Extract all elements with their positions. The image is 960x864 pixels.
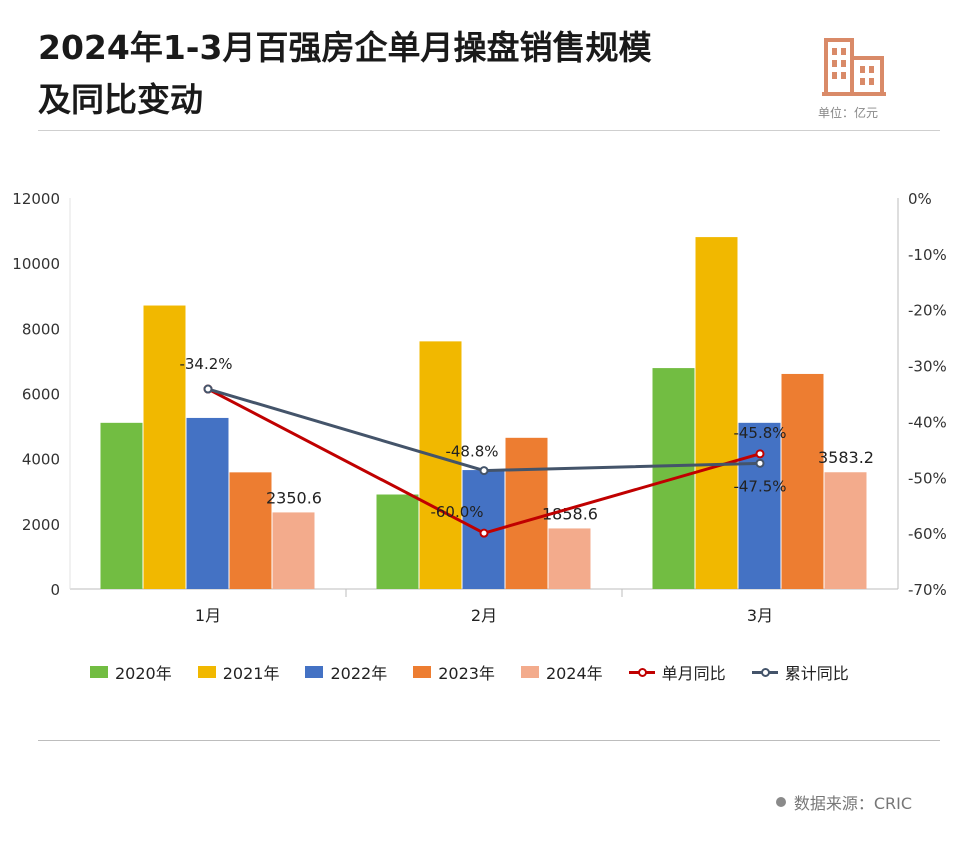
x-tick-label: 2月 [471, 606, 497, 625]
footer-divider [38, 740, 940, 741]
y2-tick-label: -10% [908, 246, 947, 264]
bar-data-label: 1858.6 [542, 504, 598, 523]
line-data-label: -34.2% [179, 355, 232, 373]
bar-2020年-2月 [376, 494, 419, 589]
y-tick-label: 6000 [22, 386, 60, 404]
line-data-label: -60.0% [430, 503, 483, 521]
legend-item: 2023年 [413, 660, 495, 684]
title-line-1: 2024年1-3月百强房企单月操盘销售规模 [38, 28, 652, 67]
chart-title: 2024年1-3月百强房企单月操盘销售规模 及同比变动 [38, 22, 651, 126]
point-累计同比 [755, 458, 765, 468]
legend-label: 2023年 [438, 664, 495, 683]
y-tick-label: 4000 [22, 451, 60, 469]
bullet-icon [775, 797, 786, 807]
chart-legend: 2020年 2021年 2022年 2023年 2024年 单月同比 累计同比 [90, 660, 849, 684]
bar-2023年-3月 [781, 373, 824, 589]
legend-line-marker [751, 666, 778, 678]
bar-2024年-1月 [272, 512, 315, 589]
data-source-text: 数据来源：CRIC [793, 794, 912, 813]
building-icon [822, 38, 886, 96]
bar-2024年-2月 [548, 528, 591, 589]
legend-label: 2020年 [115, 664, 172, 683]
legend-item: 累计同比 [751, 660, 849, 684]
legend-swatch [413, 666, 432, 678]
x-tick-label: 3月 [747, 606, 773, 625]
bar-2021年-2月 [419, 341, 462, 589]
y2-tick-label: -50% [908, 469, 947, 487]
legend-item: 2022年 [305, 660, 387, 684]
legend-item: 2024年 [520, 660, 603, 684]
legend-line-marker [628, 666, 655, 678]
legend-label: 2021年 [222, 664, 280, 683]
data-source: 数据来源：CRIC [775, 790, 912, 814]
legend-swatch [90, 666, 108, 678]
bar-2020年-1月 [100, 422, 143, 589]
y-tick-label: 2000 [22, 516, 60, 534]
bar-2023年-2月 [505, 437, 548, 589]
bar-2021年-3月 [695, 237, 738, 589]
y2-tick-label: -60% [908, 525, 947, 543]
y-tick-label: 10000 [12, 255, 60, 273]
legend-swatch [305, 666, 324, 678]
legend-item: 单月同比 [628, 660, 726, 684]
point-单月同比 [479, 528, 489, 538]
point-累计同比 [203, 384, 213, 394]
y-tick-label: 12000 [12, 190, 60, 208]
bar-data-label: 2350.6 [266, 488, 322, 507]
bar-2021年-1月 [143, 305, 186, 589]
bar-2023年-1月 [229, 472, 272, 589]
y-tick-label: 0 [50, 581, 60, 599]
bar-2024年-3月 [824, 472, 867, 589]
legend-swatch [520, 666, 539, 678]
title-line-2: 及同比变动 [38, 80, 203, 119]
y2-tick-label: -70% [908, 581, 947, 599]
x-tick-label: 1月 [195, 606, 221, 625]
bar-2022年-1月 [186, 417, 229, 589]
line-data-label: -45.8% [733, 424, 786, 442]
legend-label: 2022年 [330, 664, 388, 683]
point-累计同比 [479, 466, 489, 476]
line-data-label: -48.8% [445, 443, 498, 461]
bar-2022年-3月 [738, 422, 781, 589]
line-data-label: -47.5% [733, 477, 786, 495]
legend-swatch [197, 666, 216, 678]
legend-label: 单月同比 [661, 664, 726, 683]
legend-item: 2020年 [90, 660, 172, 684]
unit-label: 单位：亿元 [818, 106, 879, 120]
bar-data-label: 3583.2 [818, 448, 874, 467]
chart-area: 0 2000 4000 6000 8000 10000 12000 0% -10% -20% -30… [12, 190, 947, 625]
legend-label: 2024年 [545, 664, 603, 683]
y2-tick-label: 0% [908, 190, 932, 208]
header-divider [38, 130, 940, 131]
y2-tick-label: -20% [908, 302, 947, 320]
y2-tick-label: -40% [908, 413, 947, 431]
legend-label: 累计同比 [784, 664, 849, 683]
y2-tick-label: -30% [908, 358, 947, 376]
y-tick-label: 8000 [22, 320, 60, 338]
legend-item: 2021年 [197, 660, 280, 684]
point-单月同比 [755, 449, 765, 459]
